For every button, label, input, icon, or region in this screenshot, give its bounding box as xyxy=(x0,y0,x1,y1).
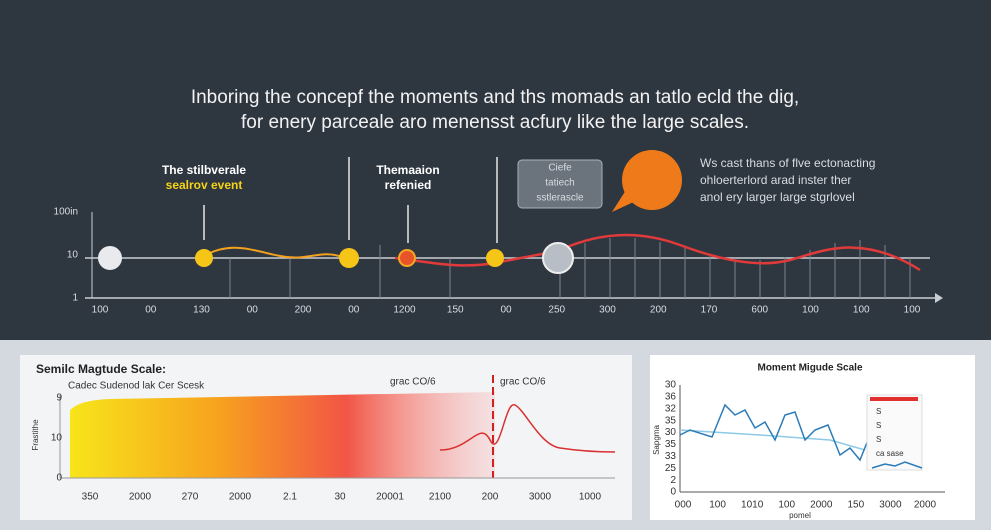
x-tick-label: 2000 xyxy=(810,500,833,511)
y-tick-label: 1 xyxy=(72,293,78,304)
callout-label: Ciefe xyxy=(548,163,572,174)
x-tick-label: 200 xyxy=(650,305,667,316)
x-tick-label: 200 xyxy=(295,305,312,316)
x-tick-label: 00 xyxy=(247,305,259,316)
y-tick-label: 10 xyxy=(51,433,63,444)
panel-title: Moment Migude Scale xyxy=(757,363,862,374)
x-tick-label: 000 xyxy=(675,500,692,511)
callout-label: refenied xyxy=(385,178,432,192)
callout-label: The stilbverale xyxy=(162,163,246,177)
note-line: anol ery larger large stgrlovel xyxy=(700,190,855,204)
header-line: for enery parceale aro menensst acfury l… xyxy=(241,112,749,133)
legend-label: S xyxy=(876,435,881,444)
y-tick-label: 0 xyxy=(56,473,62,484)
x-tick-label: 2000 xyxy=(129,492,152,503)
panel-subtitle: Cadec Sudenod lak Cer Scesk xyxy=(68,381,205,392)
x-tick-label: 600 xyxy=(751,305,768,316)
x-tick-label: 1000 xyxy=(579,492,602,503)
x-tick-label: 250 xyxy=(548,305,565,316)
trend-line xyxy=(679,429,866,451)
callout-arrows xyxy=(203,157,498,243)
orange-wave xyxy=(199,246,346,259)
legend-label: S xyxy=(876,421,881,430)
y-axis-label: Sapgma xyxy=(652,425,661,455)
y-tick-label: 35 xyxy=(665,439,677,450)
panel-title: Semilc Magtude Scale: xyxy=(36,362,166,376)
x-tick-label: 100 xyxy=(92,305,109,316)
x-tick-label: 3000 xyxy=(879,500,902,511)
y-tick-label: 9 xyxy=(56,393,62,404)
y-tick-label: 33 xyxy=(665,451,677,462)
x-tick-label: 2000 xyxy=(914,500,937,511)
x-tick-label: 100 xyxy=(904,305,921,316)
x-tick-label: 100 xyxy=(778,500,795,511)
event-dot xyxy=(486,249,504,267)
x-tick-label: 170 xyxy=(701,305,718,316)
y-tick-label: 30 xyxy=(665,380,677,391)
y-tick-label: 35 xyxy=(665,415,677,426)
callout-label: sstlerascle xyxy=(536,193,584,204)
event-dot xyxy=(542,242,574,274)
event-dot xyxy=(195,249,213,267)
x-tick-label: 270 xyxy=(182,492,199,503)
x-tick-label: 30 xyxy=(334,492,346,503)
x-tick-label: 300 xyxy=(599,305,616,316)
red-wave xyxy=(394,233,921,272)
x-tick-label: 1200 xyxy=(393,305,416,316)
x-axis-label: pomel xyxy=(789,511,811,520)
y-tick-label: 30 xyxy=(665,427,677,438)
x-tick-label: 2.1 xyxy=(283,492,297,503)
speech-bubble xyxy=(622,150,682,210)
x-tick-label: 200 xyxy=(482,492,499,503)
event-dot xyxy=(98,246,122,270)
x-tick-label: 130 xyxy=(193,305,210,316)
legend-line xyxy=(871,461,923,469)
y-tick-label: 0 xyxy=(670,487,676,498)
x-tick-label: 00 xyxy=(145,305,157,316)
right-panel xyxy=(650,355,975,520)
x-tick-label: 2100 xyxy=(429,492,452,503)
legend-label: S xyxy=(876,407,881,416)
y-tick-label: 25 xyxy=(665,463,677,474)
x-tick-label: 20001 xyxy=(376,492,404,503)
legend-label: ca sase xyxy=(876,449,904,458)
callout-label: sealrov event xyxy=(166,178,243,192)
x-tick-label: 2000 xyxy=(229,492,252,503)
x-tick-label: 1010 xyxy=(741,500,764,511)
x-tick-label: 100 xyxy=(802,305,819,316)
x-tick-label: 100 xyxy=(709,500,726,511)
annotation: grac CO/6 xyxy=(500,377,546,388)
annotation: grac CO/6 xyxy=(390,377,436,388)
note-line: ohloerterlord arad inster ther xyxy=(700,173,851,187)
blue-line xyxy=(679,403,869,462)
header-line: Inboring the concepf the moments and ths… xyxy=(191,87,799,108)
callout-label: Themaaion xyxy=(376,163,439,177)
event-dot xyxy=(339,248,359,268)
x-tick-label: 150 xyxy=(447,305,464,316)
y-tick-label: 36 xyxy=(665,392,677,403)
callout-box xyxy=(517,159,603,209)
speech-tail xyxy=(612,190,638,212)
x-tick-label: 00 xyxy=(500,305,512,316)
x-tick-label: 100 xyxy=(853,305,870,316)
timeline-art xyxy=(85,212,943,303)
x-tick-label: 150 xyxy=(848,500,865,511)
heat-area xyxy=(70,392,495,478)
event-dot xyxy=(398,249,416,267)
y-tick-label: 100in xyxy=(54,207,78,218)
y-axis-label: Frastithe xyxy=(31,419,40,451)
dark-band xyxy=(0,0,991,340)
x-tick-label: 3000 xyxy=(529,492,552,503)
x-tick-label: 350 xyxy=(82,492,99,503)
callout-label: tatiech xyxy=(545,178,574,189)
red-curve xyxy=(439,404,616,453)
y-tick-label: 32 xyxy=(665,403,677,414)
legend-box xyxy=(866,394,923,471)
y-tick-label: 10 xyxy=(67,250,79,261)
y-tick-label: 2 xyxy=(670,475,676,486)
note-line: Ws cast thans of flve ectonacting xyxy=(700,156,875,170)
x-tick-label: 00 xyxy=(348,305,360,316)
